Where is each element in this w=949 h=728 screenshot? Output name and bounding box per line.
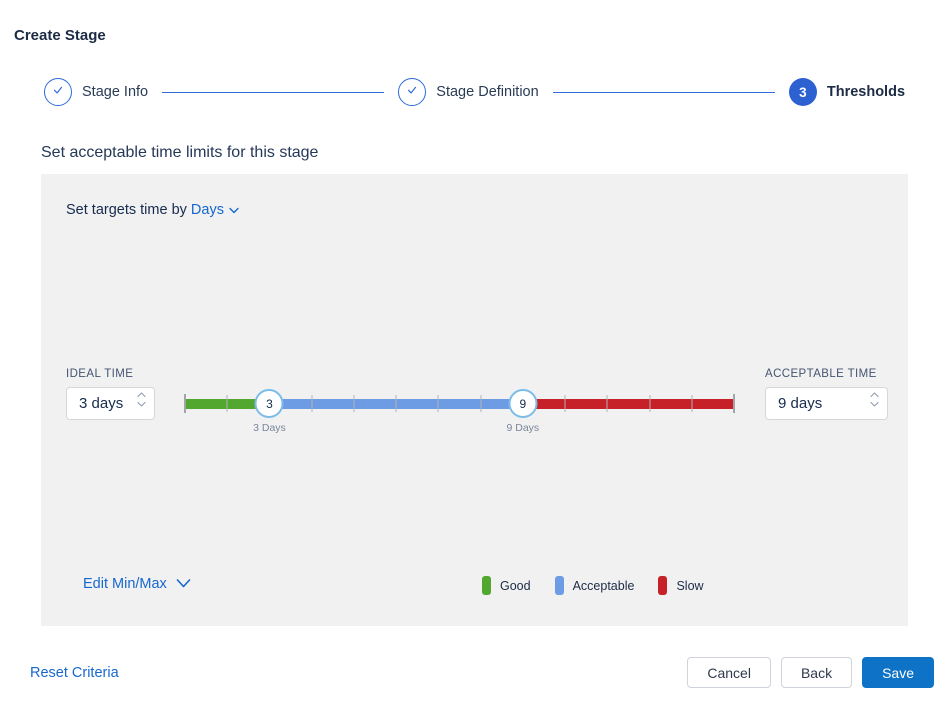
step-connector — [162, 91, 385, 93]
chevron-down-icon — [229, 202, 239, 218]
acceptable-slider-handle[interactable]: 9 — [508, 389, 538, 418]
ideal-handle-caption: 3 Days — [253, 422, 286, 434]
slider-segment-slow — [522, 399, 734, 409]
legend-label: Good — [500, 578, 531, 593]
acceptable-time-stepper-arrows — [870, 392, 879, 407]
acceptable-time-spinner[interactable] — [765, 387, 888, 420]
good-swatch — [482, 576, 491, 595]
ideal-time-spinner[interactable] — [66, 387, 155, 420]
acceptable-handle-caption: 9 Days — [506, 422, 540, 434]
legend-label: Slow — [676, 578, 704, 593]
check-icon — [405, 83, 419, 102]
ideal-time-stepper-arrows — [137, 392, 146, 407]
reset-criteria-link[interactable]: Reset Criteria — [30, 664, 119, 681]
slider-track-area: 3 9 3 Days 9 Days — [184, 389, 735, 434]
spinner-down-icon[interactable] — [870, 401, 879, 407]
step-complete-circle — [44, 78, 72, 106]
page-title: Create Stage — [14, 27, 106, 44]
time-unit-value: Days — [190, 202, 224, 218]
section-heading: Set acceptable time limits for this stag… — [41, 144, 319, 161]
slow-swatch — [658, 576, 668, 595]
legend-item-slow: Slow — [658, 576, 704, 595]
cancel-button[interactable]: Cancel — [687, 657, 771, 688]
footer: Reset Criteria Cancel Back Save — [0, 657, 949, 688]
ideal-time-field: IDEAL TIME — [66, 368, 155, 420]
acceptable-time-input[interactable] — [766, 395, 861, 412]
chevron-down-icon — [176, 576, 191, 592]
step-label: Stage Definition — [436, 84, 539, 100]
step-number-circle: 3 — [788, 78, 817, 106]
spinner-up-icon[interactable] — [870, 392, 879, 398]
ideal-time-input[interactable] — [67, 395, 128, 412]
spinner-up-icon[interactable] — [137, 392, 146, 398]
spinner-down-icon[interactable] — [137, 401, 146, 407]
step-stage-info[interactable]: Stage Info — [44, 78, 148, 106]
acceptable-time-field: ACCEPTABLE TIME — [765, 368, 888, 420]
slider-legend: Good Acceptable Slow — [482, 576, 728, 595]
slider-row: IDEAL TIME 3 9 3 Days 9 Days — [66, 368, 888, 449]
step-complete-circle — [398, 78, 427, 106]
footer-buttons: Cancel Back Save — [687, 657, 934, 688]
step-thresholds[interactable]: 3 Thresholds — [788, 78, 906, 106]
targets-row: Set targets time by Days — [66, 202, 888, 218]
edit-min-max-label: Edit Min/Max — [83, 576, 167, 592]
stepper: Stage Info Stage Definition 3 Thresholds — [44, 78, 905, 106]
time-unit-dropdown[interactable]: Days — [191, 202, 239, 218]
targets-label: Set targets time by — [66, 202, 191, 218]
thresholds-panel: Set targets time by Days IDEAL TIME 3 9 — [41, 174, 908, 626]
back-button[interactable]: Back — [780, 657, 853, 688]
legend-item-acceptable: Acceptable — [554, 576, 635, 595]
ideal-time-label: IDEAL TIME — [66, 368, 134, 380]
legend-item-good: Good — [482, 576, 531, 595]
check-icon — [51, 83, 65, 102]
ideal-slider-handle[interactable]: 3 — [254, 389, 284, 418]
panel-footer: Edit Min/Max Good Acceptable Slow — [83, 576, 883, 596]
save-button[interactable]: Save — [862, 657, 934, 688]
acceptable-swatch — [554, 576, 564, 595]
step-connector — [552, 91, 775, 93]
step-label: Thresholds — [826, 84, 906, 100]
step-stage-definition[interactable]: Stage Definition — [398, 78, 539, 106]
legend-label: Acceptable — [572, 578, 635, 593]
threshold-slider: 3 9 3 Days 9 Days — [184, 389, 735, 449]
acceptable-time-label: ACCEPTABLE TIME — [765, 368, 877, 380]
step-label: Stage Info — [82, 84, 149, 100]
edit-min-max-link[interactable]: Edit Min/Max — [83, 576, 191, 592]
